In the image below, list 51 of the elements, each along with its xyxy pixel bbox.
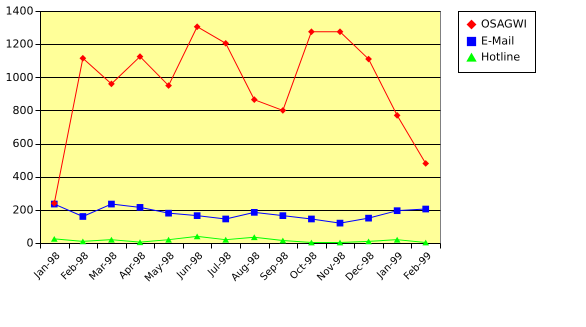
- point: [80, 213, 86, 220]
- point: [108, 80, 115, 88]
- point: [250, 208, 258, 216]
- y-tick-label: 1000: [6, 70, 34, 84]
- point: [194, 212, 200, 220]
- point: [336, 240, 344, 246]
- point: [250, 96, 258, 104]
- y-tick-label: 400: [12, 170, 34, 184]
- point: [50, 236, 58, 242]
- point: [136, 239, 144, 246]
- y-tick-label: 1400: [6, 4, 34, 18]
- point: [422, 160, 430, 167]
- point: [394, 207, 400, 214]
- point: [194, 233, 200, 240]
- point: [222, 40, 230, 47]
- point: [80, 54, 86, 62]
- legend-label: E-Mail: [481, 34, 514, 48]
- point: [365, 214, 372, 222]
- y-tick-label: 1200: [6, 38, 34, 51]
- point: [336, 220, 344, 226]
- point: [222, 236, 230, 243]
- legend-label: Hotline: [481, 50, 520, 64]
- point: [165, 236, 172, 243]
- point: [165, 82, 172, 89]
- point: [80, 238, 86, 244]
- point: [422, 206, 430, 212]
- point: [136, 53, 144, 60]
- point: [308, 28, 315, 36]
- point: [280, 212, 286, 220]
- point: [165, 210, 172, 217]
- point: [194, 23, 200, 30]
- y-tick-label: 600: [12, 137, 34, 150]
- y-tick-label: 800: [12, 104, 34, 117]
- point: [280, 107, 286, 114]
- y-tick-label: 200: [12, 203, 34, 216]
- legend-label: OSAGWI: [481, 18, 527, 30]
- point: [365, 238, 372, 244]
- point: [308, 240, 315, 246]
- point: [108, 236, 115, 243]
- point: [280, 238, 286, 244]
- point: [136, 204, 144, 211]
- point: [108, 200, 115, 208]
- point: [250, 234, 258, 240]
- y-tick-label: 0: [26, 236, 34, 250]
- point: [336, 28, 344, 36]
- point: [394, 236, 400, 243]
- point: [308, 216, 315, 222]
- point: [394, 112, 400, 119]
- point: [222, 216, 230, 222]
- point: [365, 56, 372, 62]
- point: [422, 240, 430, 246]
